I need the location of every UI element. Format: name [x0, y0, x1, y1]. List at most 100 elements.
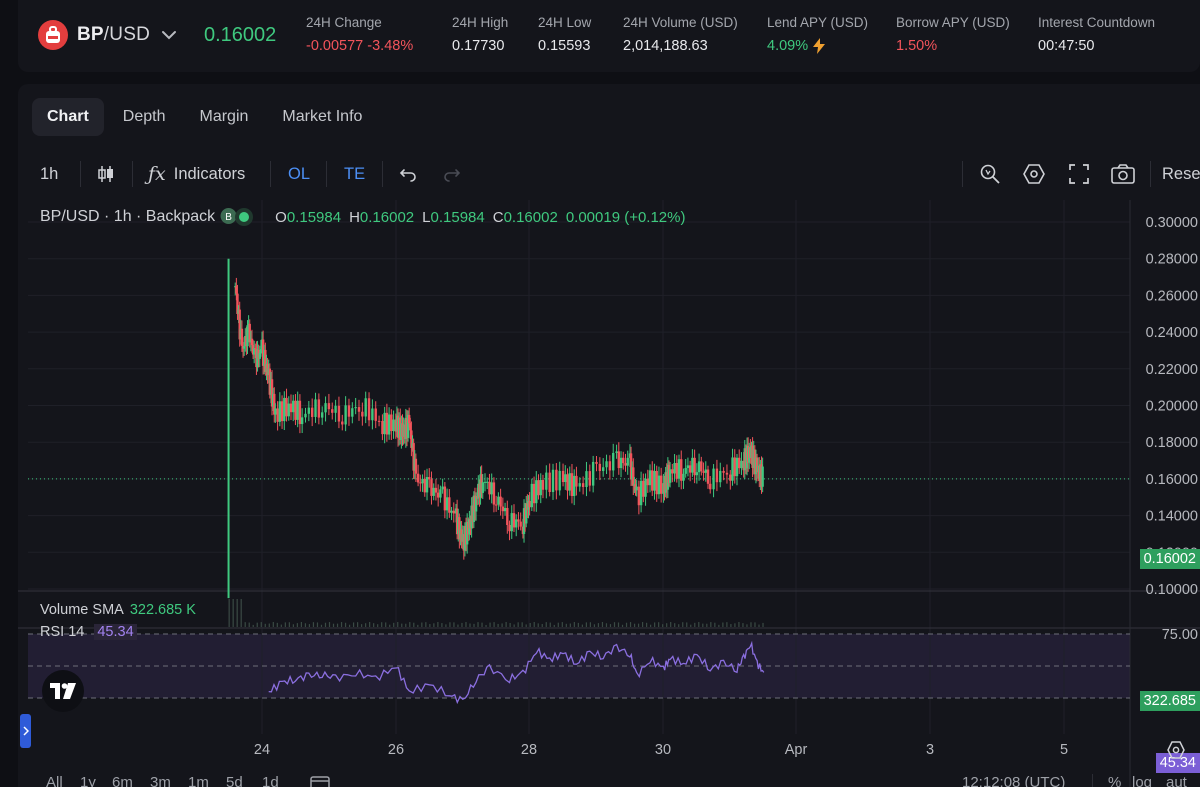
volume-bar	[537, 623, 539, 627]
volume-bar	[377, 624, 379, 627]
candle	[414, 458, 418, 474]
candle	[390, 414, 393, 432]
tradingview-logo-icon[interactable]	[42, 670, 84, 712]
volume-bar	[722, 622, 724, 627]
interval-button[interactable]: 1h	[40, 164, 59, 183]
volume-bar	[240, 599, 242, 627]
volume-bar	[609, 624, 612, 627]
volume-bar	[718, 624, 720, 627]
candle	[682, 473, 685, 481]
function-icon: ƒx	[148, 163, 166, 185]
auto-toggle[interactable]: aut	[1166, 774, 1187, 787]
tab-depth[interactable]: Depth	[122, 108, 166, 125]
volume-bar	[730, 624, 732, 627]
range-1d[interactable]: 1d	[262, 774, 279, 787]
fullscreen-icon[interactable]	[1068, 156, 1090, 192]
candle	[675, 463, 678, 479]
candle	[497, 496, 500, 505]
candle	[276, 408, 279, 422]
volume-bar	[565, 623, 567, 627]
candle	[575, 475, 578, 487]
volume-bar	[316, 622, 319, 627]
redo-icon[interactable]	[442, 156, 462, 192]
candle	[436, 492, 440, 498]
candle-type-icon[interactable]	[96, 156, 116, 192]
rsi-legend: RSI 14 45.34	[40, 624, 137, 640]
y-tick-label: 0.26000	[1146, 288, 1198, 304]
te-button[interactable]: TE	[344, 164, 366, 183]
candle	[448, 497, 451, 513]
stat-lend-apy: Lend APY (USD) 4.09%	[767, 15, 869, 54]
candle	[246, 325, 249, 347]
range-5d[interactable]: 5d	[226, 774, 243, 787]
price-chart[interactable]: 0.30000 0.28000 0.26000 0.24000 0.22000 0.200…	[18, 200, 1200, 787]
camera-icon[interactable]	[1110, 156, 1136, 192]
candle	[361, 411, 364, 417]
ticker-bar: BP/USD 0.16002 24H Change -0.00577 -3.48…	[18, 0, 1200, 72]
settings-hexagon-icon[interactable]	[1022, 156, 1046, 192]
bottom-bar: All 1y 6m 3m 1m 5d 1d 12:12:08 (UTC) % l…	[18, 774, 1200, 787]
undo-icon[interactable]	[398, 156, 418, 192]
stat-interest-countdown: Interest Countdown 00:47:50	[1038, 15, 1156, 54]
candle	[341, 421, 344, 425]
volume-bar	[569, 623, 571, 627]
chevron-down-icon[interactable]	[160, 26, 178, 44]
range-1y[interactable]: 1y	[80, 774, 96, 787]
volume-bar	[637, 623, 640, 627]
volume-bar	[461, 622, 463, 627]
candle	[321, 412, 324, 418]
magnifier-icon[interactable]	[978, 156, 1002, 192]
candle	[407, 414, 411, 424]
candle	[735, 457, 739, 477]
calendar-icon[interactable]	[310, 774, 330, 787]
ol-button[interactable]: OL	[288, 164, 311, 183]
volume-bar	[340, 622, 343, 627]
candle	[629, 453, 633, 480]
candle	[310, 407, 314, 417]
tab-market-info[interactable]: Market Info	[282, 108, 363, 125]
volume-bar	[573, 622, 575, 627]
rsi-value-tag: 45.34	[1155, 753, 1200, 773]
chart-title: BP/USD · 1h · Backpack	[40, 208, 216, 225]
tab-chart[interactable]: Chart	[32, 98, 104, 136]
volume-bar	[549, 622, 551, 627]
candle	[292, 400, 295, 413]
clock-time: 12:12:08 (UTC)	[962, 774, 1066, 787]
volume-bar	[268, 623, 270, 627]
volume-bar	[750, 622, 752, 627]
volume-bar	[413, 622, 415, 627]
axis-settings-icon[interactable]	[1166, 740, 1186, 765]
chart-area[interactable]: 0.30000 0.28000 0.26000 0.24000 0.22000 0.200…	[18, 200, 1200, 787]
candle	[252, 348, 256, 355]
range-1m[interactable]: 1m	[188, 774, 209, 787]
percent-toggle[interactable]: %	[1108, 774, 1122, 787]
candle	[635, 486, 638, 491]
range-3m[interactable]: 3m	[150, 774, 171, 787]
candle	[639, 480, 643, 506]
candle	[371, 408, 374, 421]
candle	[693, 457, 696, 476]
candle	[474, 496, 478, 512]
log-toggle[interactable]: log	[1132, 774, 1153, 787]
candle	[490, 482, 493, 495]
tab-margin[interactable]: Margin	[199, 108, 249, 125]
pair-selector[interactable]: BP/USD	[38, 20, 178, 50]
reset-button[interactable]: Rese	[1162, 164, 1200, 183]
volume-bar	[666, 623, 668, 627]
volume-bar	[493, 622, 495, 627]
range-6m[interactable]: 6m	[112, 774, 133, 787]
volume-bar	[762, 622, 764, 627]
volume-bar	[682, 622, 684, 627]
volume-bar	[280, 624, 282, 627]
volume-bar	[553, 624, 555, 627]
range-all[interactable]: All	[46, 774, 63, 787]
candle	[578, 483, 581, 487]
volume-bar	[593, 624, 596, 627]
candle	[327, 403, 331, 410]
candle	[695, 472, 699, 476]
volume-bar	[244, 622, 246, 627]
candle	[280, 401, 284, 422]
candle	[573, 475, 576, 497]
sidebar-toggle-handle[interactable]	[20, 714, 31, 748]
indicators-button[interactable]: ƒx Indicators	[148, 163, 246, 185]
